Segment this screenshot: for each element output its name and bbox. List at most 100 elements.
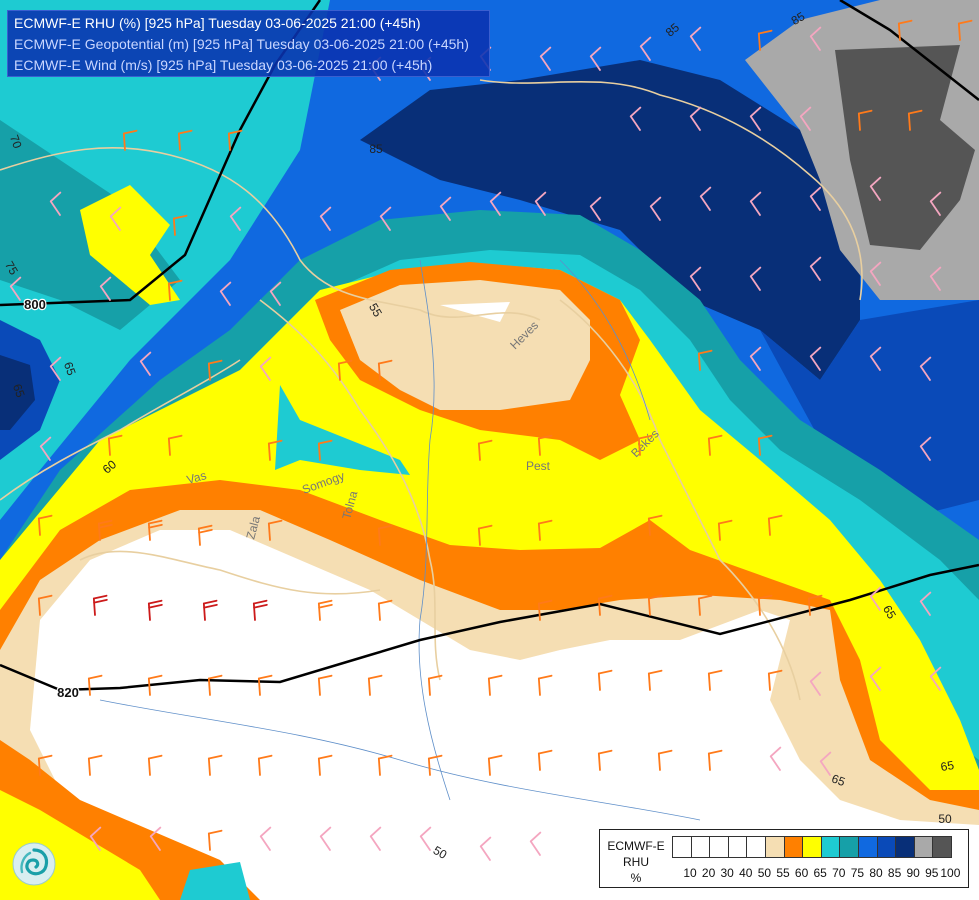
wind-barb-icon	[767, 514, 783, 536]
wind-barb-icon	[799, 106, 812, 131]
wind-barb-icon	[809, 256, 822, 281]
wind-barb-icon	[647, 669, 663, 691]
wind-barb-icon	[99, 276, 112, 301]
wind-barb-icon	[869, 176, 882, 201]
wind-barb-icon	[379, 206, 392, 231]
river-lines	[99, 259, 701, 821]
legend-tick-label: 95	[925, 866, 939, 880]
field-yellow-northwest	[80, 185, 180, 305]
wind-barb-icon	[647, 594, 663, 616]
legend-swatch	[690, 836, 711, 858]
wind-barb-icon	[377, 359, 393, 381]
rhu-label: 65	[10, 382, 28, 400]
rhu-label: 75	[2, 259, 21, 278]
wind-barb-icon	[167, 434, 183, 456]
field-darkgrey	[835, 45, 975, 250]
wind-barb-icon	[589, 196, 602, 221]
legend-unit: %	[630, 871, 642, 885]
wind-barb-icon	[537, 599, 553, 621]
field-midblue-northeast	[760, 300, 979, 520]
legend-swatch	[709, 836, 729, 858]
legend-tick-label: 75	[850, 866, 865, 880]
legend-label: ECMWF-E RHU %	[602, 838, 670, 886]
legend-tick-label: 60	[794, 866, 809, 880]
wind-barb-icon	[319, 206, 332, 231]
wind-barb-icon	[317, 754, 333, 776]
wind-barb-icon	[109, 206, 122, 231]
wind-barb-icon	[819, 751, 832, 776]
wind-barb-icon	[489, 191, 502, 216]
rhu-label: 55	[366, 301, 385, 320]
rhu-label: 65	[61, 360, 79, 378]
legend-variable: RHU	[623, 855, 649, 869]
wind-barb-icon	[197, 524, 213, 546]
wind-barb-icon	[259, 356, 272, 381]
wind-barb-icon	[689, 266, 702, 291]
wind-barb-icon	[809, 346, 822, 371]
field-navy-northeast	[360, 60, 860, 380]
rhu-label: 85	[789, 9, 808, 28]
field-cyan-southwest	[180, 862, 250, 900]
wind-barb-icon	[807, 594, 823, 616]
wind-barb-icon	[537, 674, 553, 696]
wind-barb-icon	[177, 129, 193, 151]
wind-barb-icon	[37, 594, 53, 616]
rhu-label: 50	[938, 812, 952, 826]
wind-barb-icon	[639, 36, 652, 61]
legend-swatch	[783, 836, 804, 858]
wind-barb-icon	[252, 599, 268, 621]
legend-tick-label: 70	[832, 866, 846, 880]
wind-barb-icon	[39, 436, 52, 461]
wind-barb-icon	[207, 754, 223, 776]
wind-barb-icon	[957, 19, 973, 41]
wind-barb-icon	[257, 674, 273, 696]
wind-barb-icon	[929, 666, 942, 691]
wind-barb-icon	[487, 754, 503, 776]
wind-barb-icon	[377, 754, 393, 776]
wind-barb-icon	[317, 599, 333, 621]
wind-barb-icon	[757, 594, 773, 616]
legend-swatch	[876, 836, 897, 858]
wind-barb-icon	[769, 746, 782, 771]
field-wheat-core	[340, 280, 590, 410]
wind-barb-icon	[207, 829, 223, 851]
wind-barb-icon	[539, 46, 552, 71]
legend-tick-label: 20	[701, 866, 716, 880]
rhu-label: 65	[880, 603, 899, 622]
wind-barb-icon	[427, 754, 443, 776]
wind-barb-icon	[857, 109, 873, 131]
border-lines	[0, 79, 863, 701]
wind-barb-icon	[869, 346, 882, 371]
wind-barb-icon	[172, 214, 188, 236]
rhu-label: 85	[369, 142, 383, 156]
wind-barb-icon	[337, 359, 353, 381]
wind-barb-icon	[87, 674, 103, 696]
wind-barb-icon	[699, 186, 712, 211]
wind-barb-icon	[529, 831, 542, 856]
wind-barb-icon	[147, 754, 163, 776]
wind-barb-icon	[257, 754, 273, 776]
wind-barb-icon	[749, 106, 762, 131]
rhu-legend: ECMWF-E RHU % 10 20 30 40 50 55 60 65 70 75 80 85 90…	[599, 829, 969, 888]
legend-swatch	[746, 836, 766, 858]
wind-barb-icon	[439, 196, 452, 221]
field-teal-belt	[0, 210, 979, 780]
legend-swatch	[839, 836, 859, 858]
wind-barb-icon	[907, 109, 923, 131]
legend-tick-label: 10	[683, 866, 697, 880]
legend-model: ECMWF-E	[607, 839, 665, 853]
legend-swatch	[802, 836, 822, 858]
wind-barb-icon	[219, 281, 232, 306]
rhu-contour-labels: 85 85 85 70 75 65 65 65 60 65 55 50 50 6…	[2, 9, 955, 862]
wind-barb-icon	[757, 434, 773, 456]
wind-barb-icon	[89, 826, 102, 851]
rhu-label: 70	[7, 133, 25, 151]
wind-barb-icon	[207, 674, 223, 696]
wind-barb-icon	[487, 674, 503, 696]
wind-barb-icon	[597, 749, 613, 771]
rhu-label: 65	[940, 758, 956, 774]
wind-barb-icon	[147, 599, 163, 621]
wind-barb-icon	[597, 594, 613, 616]
wind-barb-icon	[227, 129, 243, 151]
